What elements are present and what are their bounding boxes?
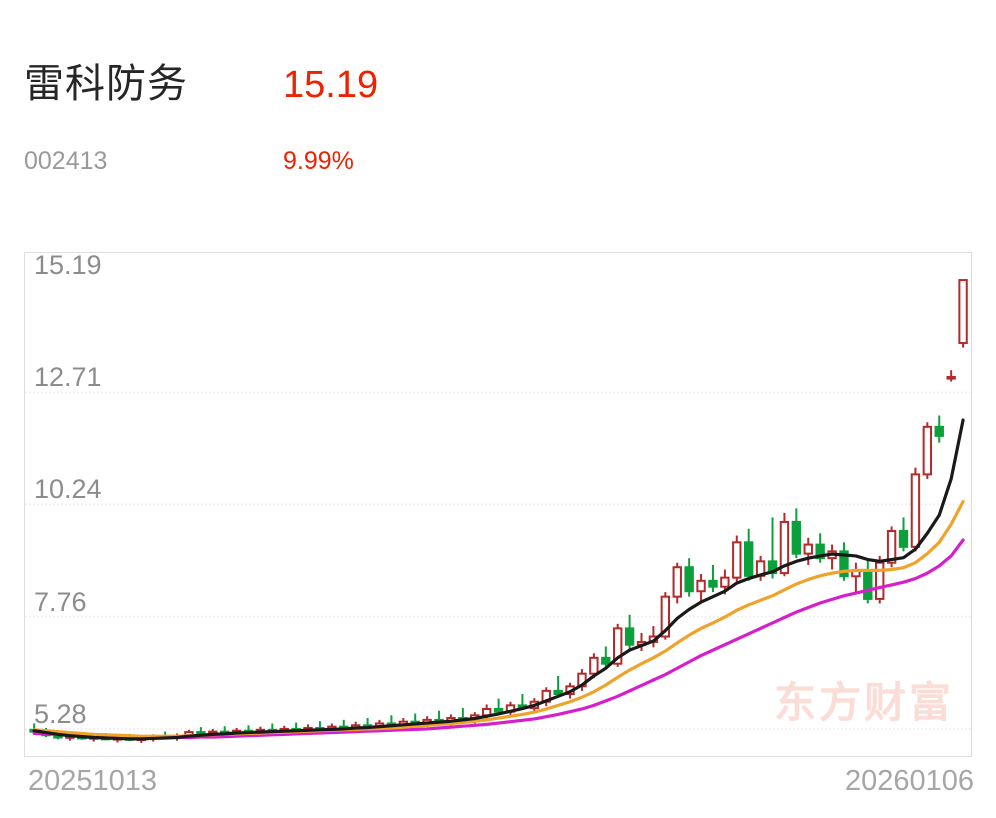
stock-header: 雷科防务 15.19 002413 9.99%	[0, 0, 996, 232]
stock-code: 002413	[24, 147, 108, 175]
x-axis-start-date: 20251013	[28, 765, 158, 797]
stock-name: 雷科防务	[24, 62, 188, 106]
stock-change-percent: 9.99%	[283, 147, 354, 175]
candlestick-plot[interactable]	[24, 252, 972, 757]
x-axis: 20251013 20260106	[0, 762, 996, 812]
chart-container[interactable]: 15.19 12.71 10.24 7.76 5.28 东方财富	[24, 250, 972, 757]
stock-price: 15.19	[283, 64, 379, 106]
x-axis-end-date: 20260106	[844, 765, 974, 797]
